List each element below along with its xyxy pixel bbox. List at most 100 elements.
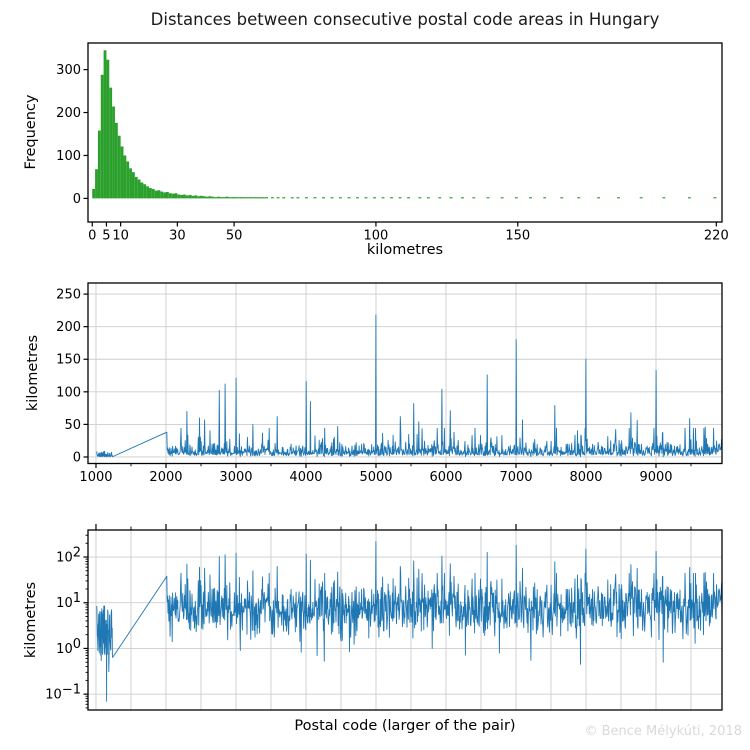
histogram-bin [120, 146, 124, 199]
histogram-bin [112, 106, 115, 199]
histogram-bin [472, 197, 476, 199]
histogram-bin [114, 122, 118, 199]
svg-text:200: 200 [56, 106, 81, 121]
histogram-bin [126, 161, 130, 199]
histogram-bin [364, 197, 368, 199]
histogram-bin [160, 191, 164, 199]
histogram-bin [154, 190, 158, 199]
histogram-bin [381, 197, 385, 199]
histogram-bin [500, 197, 504, 199]
svg-text:7000: 7000 [499, 470, 532, 485]
middle-tick-labels: 1000 2000 3000 4000 5000 6000 7000 8000 9000 0 50 1… [56, 288, 672, 485]
bottom-distance-line-log [96, 541, 723, 702]
bottom-plot-ylabel: kilometres [23, 581, 39, 659]
svg-text:100: 100 [56, 149, 81, 164]
histogram-bin [131, 172, 135, 199]
svg-text:100: 100 [364, 229, 389, 244]
histogram-bin [166, 191, 169, 199]
histogram-bin [407, 197, 410, 199]
histogram-bin [239, 197, 243, 199]
histogram-bin [225, 196, 229, 199]
histogram-bin [245, 197, 249, 199]
histogram-bin [449, 197, 453, 199]
svg-text:5000: 5000 [359, 470, 392, 485]
histogram-bin [137, 179, 141, 199]
histogram-bin [251, 197, 254, 199]
histogram-bin [222, 197, 226, 199]
histogram-bin [234, 197, 237, 199]
histogram-bin [282, 197, 286, 199]
histogram-bin [418, 197, 422, 199]
histogram-bin [219, 197, 223, 199]
histogram-bin [217, 196, 220, 199]
svg-text:102: 102 [56, 546, 81, 566]
histogram-bin [543, 197, 547, 199]
histogram-bin [148, 188, 152, 199]
histogram-bin [151, 188, 155, 199]
bottom-ticks [83, 524, 692, 709]
svg-text:4000: 4000 [289, 470, 322, 485]
histogram-bin [109, 87, 113, 199]
histogram-bin [270, 197, 274, 199]
histogram-bin [242, 197, 246, 199]
histogram-bin [185, 195, 189, 199]
histogram-bin [617, 197, 620, 199]
svg-text:6000: 6000 [429, 470, 462, 485]
svg-text:3000: 3000 [219, 470, 252, 485]
histogram-bin [191, 195, 195, 199]
svg-text:220: 220 [704, 229, 729, 244]
svg-text:50: 50 [226, 229, 243, 244]
histogram-bin [461, 197, 464, 199]
histogram-bin [322, 197, 325, 199]
svg-text:150: 150 [505, 229, 530, 244]
figure-title: Distances between consecutive postal cod… [150, 10, 660, 29]
svg-text:9000: 9000 [639, 470, 672, 485]
hist-frame [87, 42, 723, 223]
histogram-bin [339, 197, 342, 199]
histogram-bin [639, 197, 643, 199]
svg-text:5: 5 [102, 229, 110, 244]
middle-frame [87, 282, 723, 465]
histogram-bin [200, 195, 203, 199]
histogram-bin [140, 182, 144, 199]
copyright-watermark: © Bence Mélykúti, 2018 [584, 724, 742, 739]
histogram-bin [211, 196, 215, 199]
svg-text:250: 250 [56, 288, 81, 303]
histogram-bin [177, 194, 181, 199]
histogram-bin [143, 184, 147, 199]
histogram-bin [296, 197, 300, 199]
histogram-bin [168, 193, 172, 199]
bottom-grid-y [88, 556, 722, 695]
bottom-frame [87, 529, 723, 711]
histogram-bin [347, 197, 351, 199]
histogram-bin [103, 50, 107, 199]
histogram-bin [236, 197, 240, 199]
histogram-bin [214, 197, 218, 199]
histogram-bin [253, 197, 257, 199]
histogram-bin [134, 176, 138, 199]
svg-text:2000: 2000 [149, 470, 182, 485]
histogram-bin [713, 197, 717, 199]
histogram-bin [560, 197, 564, 199]
svg-text:10: 10 [112, 229, 129, 244]
svg-text:0: 0 [88, 229, 96, 244]
histogram-bin [305, 197, 308, 199]
svg-text:0: 0 [73, 192, 81, 207]
histogram-bin [426, 197, 430, 199]
svg-text:101: 101 [56, 591, 81, 611]
histogram-bin [183, 194, 186, 199]
svg-text:100: 100 [56, 637, 81, 657]
histogram-bin [146, 186, 149, 199]
bottom-tick-labels: 10−1 100 101 102 [45, 546, 81, 703]
hist-ylabel: Frequency [23, 94, 39, 170]
histogram-bin [276, 197, 280, 199]
svg-text:1000: 1000 [79, 470, 112, 485]
histogram-bin [197, 196, 201, 199]
svg-text:200: 200 [56, 320, 81, 335]
histogram-bin [662, 197, 666, 199]
histogram-bin [174, 193, 178, 199]
histogram-bin [390, 197, 393, 199]
histogram-bin [486, 197, 490, 199]
